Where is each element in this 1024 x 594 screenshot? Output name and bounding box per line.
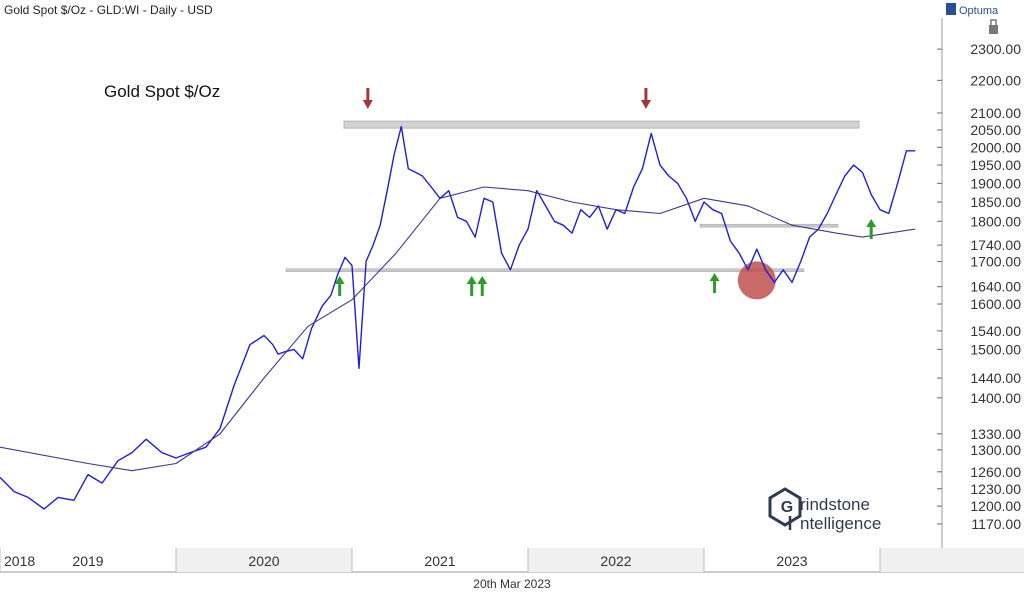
x-tick-label: 2018 xyxy=(4,553,35,569)
series-layer xyxy=(0,125,916,510)
moving-average-line xyxy=(0,186,916,472)
down-arrow-icon xyxy=(640,88,651,109)
y-tick-label: 1800.00 xyxy=(970,213,1021,229)
x-tick-label: 2022 xyxy=(600,553,631,569)
y-tick-label: 1540.00 xyxy=(970,323,1021,339)
lock-icon[interactable] xyxy=(989,19,998,34)
y-tick-label: 1300.00 xyxy=(970,442,1021,458)
logo-line1: rindstone xyxy=(800,495,870,514)
y-tick-label: 1400.00 xyxy=(970,390,1021,406)
y-tick-label: 1600.00 xyxy=(970,296,1021,312)
optuma-logo-icon xyxy=(946,3,956,15)
up-arrow-head xyxy=(477,276,488,284)
y-tick-label: 1900.00 xyxy=(970,175,1021,191)
svg-text:G: G xyxy=(781,499,793,516)
footer-date: 20th Mar 2023 xyxy=(473,577,551,591)
y-tick-label: 2000.00 xyxy=(970,139,1021,155)
plot-title: Gold Spot $/Oz xyxy=(104,82,220,101)
y-tick-label: 1330.00 xyxy=(970,426,1021,442)
up-arrow-head xyxy=(466,276,477,284)
chart-header-title: Gold Spot $/Oz - GLD:WI - Daily - USD xyxy=(4,3,213,17)
logo-line2: ntelligence xyxy=(800,514,881,533)
highlight-circle xyxy=(737,261,776,300)
x-axis-year-bands xyxy=(176,548,1024,572)
y-tick-label: 1640.00 xyxy=(970,279,1021,295)
annotations-underlay xyxy=(285,120,860,300)
down-arrow-head xyxy=(362,100,373,109)
up-arrow-head xyxy=(866,219,877,227)
optuma-brand: Optuma xyxy=(946,3,999,17)
up-arrow-icon xyxy=(709,273,720,293)
y-tick-label: 1170.00 xyxy=(971,516,1021,532)
y-tick-label: 2200.00 xyxy=(970,72,1021,88)
support-line xyxy=(285,268,805,273)
x-tick-label: 2023 xyxy=(776,553,807,569)
x-axis: 2018 2019 2020 2021 2022 2023 xyxy=(0,548,881,572)
x-tick-label: 2021 xyxy=(424,553,455,569)
grindstone-logo: G rindstone ntelligence xyxy=(768,487,881,533)
down-arrow-head xyxy=(640,100,651,109)
x-tick-label: 2020 xyxy=(248,553,279,569)
y-tick-label: 1850.00 xyxy=(970,194,1021,210)
resistance-band xyxy=(343,120,860,129)
year-band xyxy=(880,548,1024,572)
price-series-line xyxy=(0,125,916,510)
y-tick-label: 1230.00 xyxy=(970,481,1021,497)
y-tick-label: 1740.00 xyxy=(970,237,1021,253)
up-arrow-head xyxy=(709,273,720,281)
year-band xyxy=(176,548,352,572)
grindstone-hex-icon xyxy=(768,487,802,527)
x-tick-label: 2019 xyxy=(72,553,103,569)
y-tick-label: 1950.00 xyxy=(970,157,1021,173)
y-tick-label: 2300.00 xyxy=(970,41,1021,57)
secondary-support-line xyxy=(699,223,839,228)
up-arrow-icon xyxy=(477,276,488,296)
up-arrow-head xyxy=(334,276,345,284)
annotations-overlay xyxy=(334,88,877,296)
y-tick-label: 2050.00 xyxy=(970,122,1021,138)
y-tick-label: 2100.00 xyxy=(970,105,1021,121)
down-arrow-icon xyxy=(362,88,373,109)
optuma-brand-label: Optuma xyxy=(959,5,999,17)
y-tick-label: 1500.00 xyxy=(970,341,1021,357)
up-arrow-icon xyxy=(866,219,877,239)
y-tick-label: 1200.00 xyxy=(970,498,1021,514)
y-tick-label: 1700.00 xyxy=(970,253,1021,269)
y-tick-label: 1260.00 xyxy=(970,464,1021,480)
up-arrow-icon xyxy=(466,276,477,296)
up-arrow-icon xyxy=(334,276,345,296)
y-tick-label: 1440.00 xyxy=(970,370,1021,386)
year-band xyxy=(528,548,704,572)
